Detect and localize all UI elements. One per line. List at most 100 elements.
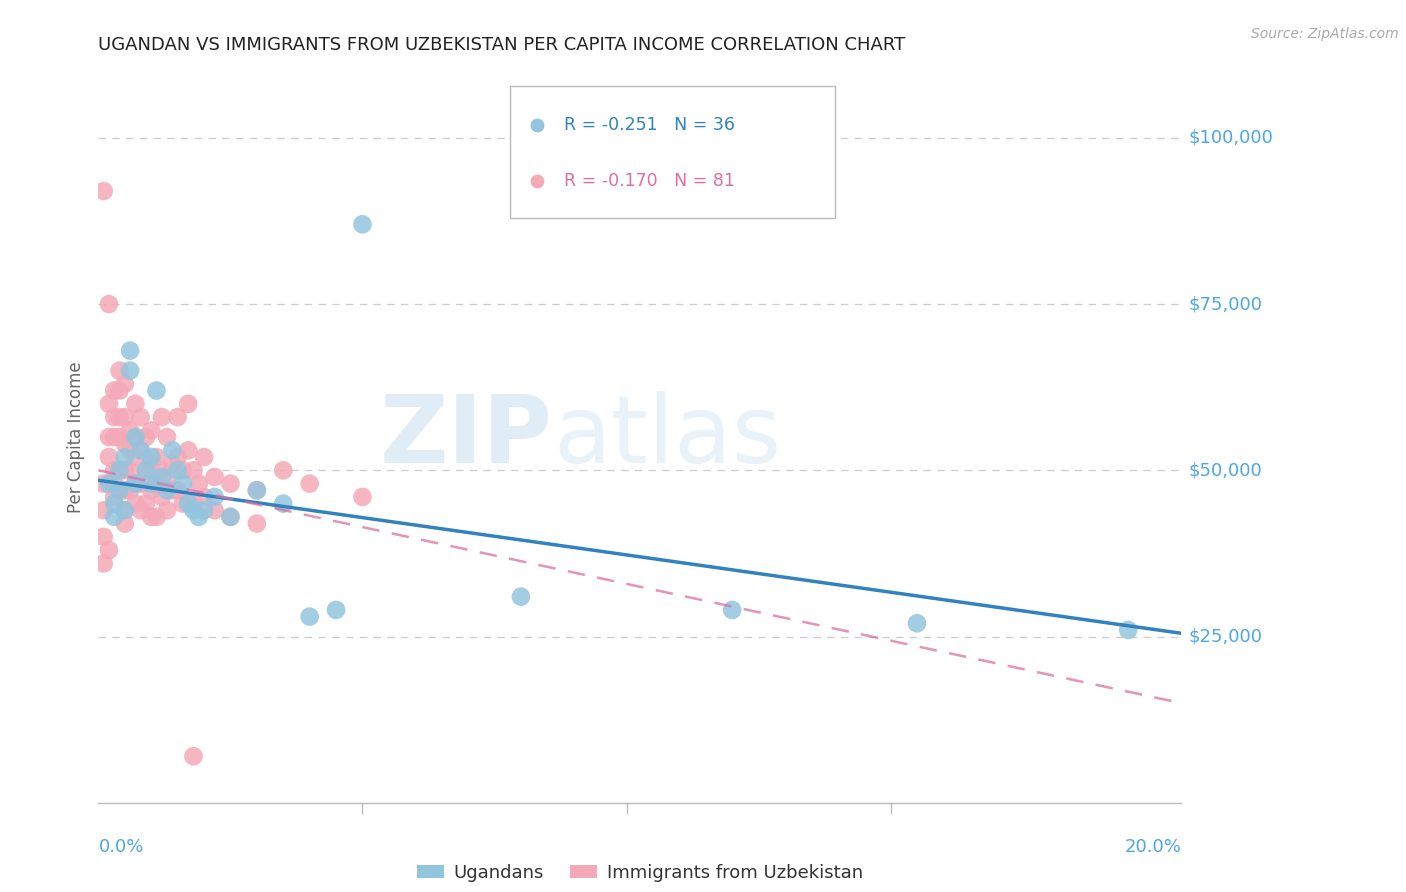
Point [183,503,205,517]
Text: R = -0.251   N = 36: R = -0.251 N = 36 [564,117,735,135]
Point [98,397,121,411]
Point [93,476,115,491]
Point [271,497,294,511]
Point [103,476,125,491]
Point [166,450,188,464]
Point [98,543,121,558]
Point [183,463,205,477]
Point [108,384,131,398]
Point [120,424,142,438]
Point [162,483,184,498]
Point [93,557,115,571]
Point [141,457,163,471]
Point [204,470,226,484]
Point [98,476,121,491]
Point [246,516,269,531]
Point [124,476,146,491]
Point [204,503,226,517]
Point [271,463,294,477]
Point [183,749,205,764]
Point [509,590,531,604]
Point [141,483,163,498]
Point [325,603,347,617]
Point [145,509,167,524]
Point [103,430,125,444]
FancyBboxPatch shape [510,86,835,218]
Point [129,443,152,458]
Point [219,509,242,524]
Point [156,470,179,484]
Point [114,463,136,477]
Point [352,490,374,504]
Point [93,503,115,517]
Text: $100,000: $100,000 [1188,128,1272,147]
Point [172,463,194,477]
Text: ZIP: ZIP [380,391,553,483]
Point [193,490,215,504]
Point [150,490,173,504]
Point [204,490,226,504]
Point [129,443,152,458]
Point [166,410,188,425]
Point [135,463,157,477]
Point [98,297,121,311]
Text: atlas: atlas [553,391,782,483]
Point [298,609,321,624]
Text: $50,000: $50,000 [1188,461,1261,479]
Point [103,490,125,504]
Point [108,463,131,477]
Point [352,217,374,231]
Point [172,476,194,491]
Point [129,503,152,517]
Point [120,343,142,358]
Point [120,363,142,377]
Point [150,463,173,477]
Point [124,397,146,411]
Point [156,483,179,498]
Point [1116,623,1139,637]
Point [162,443,184,458]
Point [298,476,321,491]
Point [124,430,146,444]
Point [135,463,157,477]
Point [177,443,200,458]
Point [114,503,136,517]
Point [166,483,188,498]
Point [98,450,121,464]
Point [120,483,142,498]
Point [103,497,125,511]
Point [219,476,242,491]
Text: UGANDAN VS IMMIGRANTS FROM UZBEKISTAN PER CAPITA INCOME CORRELATION CHART: UGANDAN VS IMMIGRANTS FROM UZBEKISTAN PE… [98,36,905,54]
Point [145,384,167,398]
Point [108,430,131,444]
Point [183,497,205,511]
Point [187,509,209,524]
Point [150,410,173,425]
Point [120,463,142,477]
Legend: Ugandans, Immigrants from Uzbekistan: Ugandans, Immigrants from Uzbekistan [409,856,870,888]
Point [108,483,131,498]
Point [98,430,121,444]
Point [150,470,173,484]
Text: $25,000: $25,000 [1188,628,1263,646]
Point [246,483,269,498]
Point [135,430,157,444]
Point [141,424,163,438]
Point [93,530,115,544]
Text: 20.0%: 20.0% [1125,838,1181,856]
Point [172,497,194,511]
Point [141,450,163,464]
Point [145,476,167,491]
Point [129,410,152,425]
Point [193,450,215,464]
Point [177,497,200,511]
Point [124,497,146,511]
Point [246,483,269,498]
Point [114,516,136,531]
Point [124,430,146,444]
Text: $75,000: $75,000 [1188,295,1263,313]
Text: 0.0%: 0.0% [98,838,143,856]
Point [103,384,125,398]
Point [187,476,209,491]
Point [108,410,131,425]
